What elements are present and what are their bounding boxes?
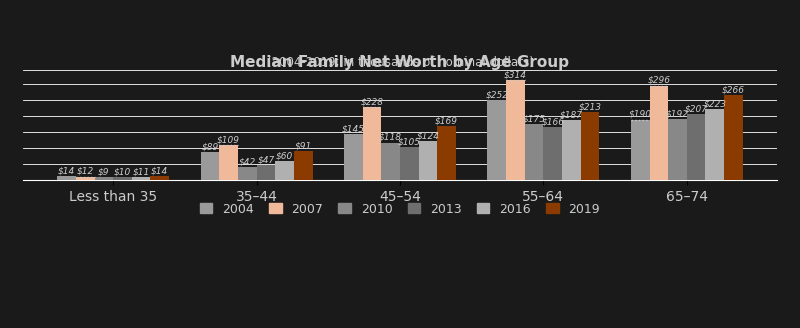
Bar: [668, 119, 687, 180]
Bar: [344, 134, 362, 180]
Bar: [438, 126, 456, 180]
Text: $91: $91: [294, 142, 312, 151]
Title: Median Family Net Worth by Age Group: Median Family Net Worth by Age Group: [230, 55, 570, 70]
Bar: [506, 80, 525, 180]
Text: $252: $252: [486, 90, 508, 99]
Bar: [294, 151, 313, 180]
Text: $9: $9: [98, 168, 110, 177]
Bar: [257, 165, 275, 180]
Bar: [487, 100, 506, 180]
Bar: [58, 176, 76, 180]
Bar: [706, 109, 724, 180]
Bar: [562, 120, 581, 180]
Bar: [581, 112, 599, 180]
Bar: [94, 177, 113, 180]
Text: $12: $12: [77, 167, 94, 176]
Bar: [382, 143, 400, 180]
Text: $266: $266: [722, 86, 745, 94]
Text: $213: $213: [578, 103, 602, 112]
Text: $124: $124: [417, 131, 439, 140]
Text: $118: $118: [379, 133, 402, 142]
Text: $11: $11: [133, 167, 150, 176]
Text: $47: $47: [258, 156, 274, 165]
Text: $228: $228: [361, 98, 383, 107]
Text: $207: $207: [685, 104, 708, 113]
Text: $14: $14: [58, 166, 75, 175]
Bar: [650, 86, 668, 180]
Text: $109: $109: [217, 136, 240, 145]
Bar: [400, 147, 418, 180]
Text: $190: $190: [629, 110, 652, 119]
Text: $60: $60: [276, 152, 293, 160]
Bar: [362, 107, 382, 180]
Bar: [132, 177, 150, 180]
Bar: [201, 152, 219, 180]
Bar: [631, 119, 650, 180]
Text: $42: $42: [238, 157, 256, 166]
Text: $296: $296: [647, 76, 670, 85]
Bar: [150, 176, 169, 180]
Text: $169: $169: [435, 117, 458, 126]
Text: $145: $145: [342, 124, 365, 133]
Bar: [687, 114, 706, 180]
Bar: [76, 176, 94, 180]
Bar: [275, 161, 294, 180]
Text: $105: $105: [398, 137, 421, 146]
Bar: [418, 141, 438, 180]
Legend: 2004, 2007, 2010, 2013, 2016, 2019: 2004, 2007, 2010, 2013, 2016, 2019: [195, 197, 605, 220]
Text: $10: $10: [114, 168, 131, 176]
Bar: [113, 177, 132, 180]
Text: $192: $192: [666, 109, 689, 118]
Bar: [238, 167, 257, 180]
Text: $223: $223: [703, 99, 726, 108]
Text: $89: $89: [202, 142, 218, 151]
Bar: [219, 145, 238, 180]
Text: $14: $14: [151, 166, 169, 175]
Bar: [543, 127, 562, 180]
Text: $166: $166: [542, 117, 564, 127]
Text: (2004-2019; in thousands of nominal dollars): (2004-2019; in thousands of nominal doll…: [266, 56, 534, 69]
Bar: [724, 95, 742, 180]
Text: $187: $187: [560, 111, 583, 120]
Text: $314: $314: [504, 70, 527, 79]
Bar: [525, 124, 543, 180]
Text: $175: $175: [522, 115, 546, 124]
